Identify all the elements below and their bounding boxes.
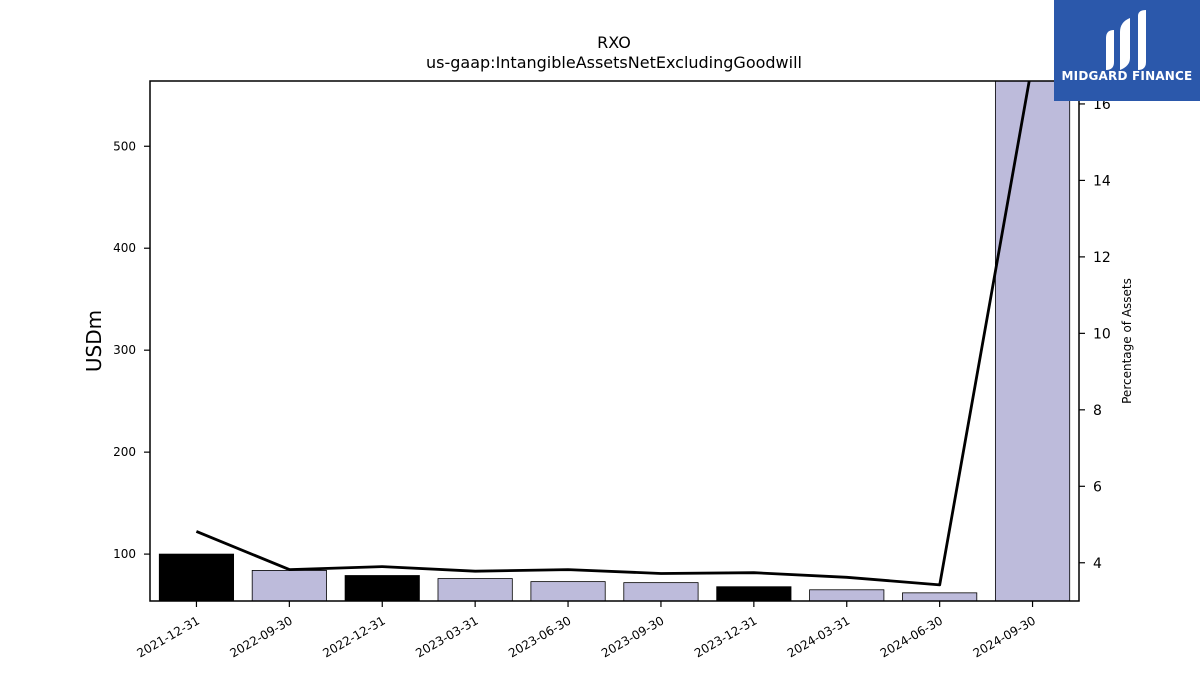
- x-tick-label: 2023-09-30: [599, 613, 666, 660]
- bar-2023-03-31: [437, 578, 513, 601]
- bar-2024-03-31: [809, 589, 885, 601]
- y2-tick-label: 10: [1093, 326, 1111, 342]
- line-layer: [195, 81, 1031, 587]
- percentage-line: [195, 81, 1031, 587]
- x-tick-label: 2021-12-31: [135, 613, 202, 660]
- y-axis-label: USDm: [82, 310, 106, 372]
- chart-title: RXO: [597, 33, 631, 52]
- logo-mark-icon: [1106, 10, 1146, 70]
- bar-2024-06-30: [902, 592, 978, 601]
- y2-axis-label: Percentage of Assets: [1120, 278, 1134, 404]
- x-tick-label: 2024-06-30: [878, 613, 945, 660]
- y2-tick-label: 4: [1093, 556, 1102, 572]
- bar-2023-12-31: [716, 586, 792, 601]
- y2-tick-label: 6: [1093, 479, 1102, 495]
- y2-tick-label: 12: [1093, 250, 1111, 266]
- bar-2023-06-30: [530, 581, 606, 601]
- y-tick-label: 400: [113, 241, 136, 255]
- bar-2021-12-31: [158, 553, 235, 601]
- x-tick-label: 2023-06-30: [506, 613, 573, 660]
- midgard-finance-logo: MIDGARD FINANCE: [1054, 0, 1200, 101]
- y2-tick-label: 8: [1093, 403, 1102, 419]
- y-tick-label: 300: [113, 343, 136, 357]
- bar-2024-09-30: [994, 81, 1071, 601]
- y-axis-left: 100 200 300 400 500: [113, 139, 150, 561]
- chart-subtitle: us-gaap:IntangibleAssetsNetExcludingGood…: [426, 53, 802, 72]
- x-tick-label: 2023-12-31: [692, 613, 759, 660]
- x-tick-label: 2022-12-31: [320, 613, 387, 660]
- logo-text: MIDGARD FINANCE: [1061, 69, 1193, 83]
- bar-2022-09-30: [251, 570, 327, 601]
- y-tick-label: 500: [113, 139, 136, 153]
- bars-group: [158, 81, 1071, 601]
- x-tick-label: 2024-03-31: [785, 613, 852, 660]
- y2-tick-label: 14: [1093, 173, 1111, 189]
- x-tick-label: 2024-09-30: [971, 613, 1038, 660]
- y-tick-label: 200: [113, 445, 136, 459]
- x-tick-label: 2022-09-30: [227, 613, 294, 660]
- bar-2022-12-31: [344, 575, 420, 601]
- x-tick-label: 2023-03-31: [413, 613, 480, 660]
- bar-2023-09-30: [623, 582, 699, 601]
- y-tick-label: 100: [113, 547, 136, 561]
- x-axis: 2021-12-31 2022-09-30 2022-12-31 2023-03-31…: [135, 601, 1038, 660]
- plot-frame: [149, 80, 1080, 602]
